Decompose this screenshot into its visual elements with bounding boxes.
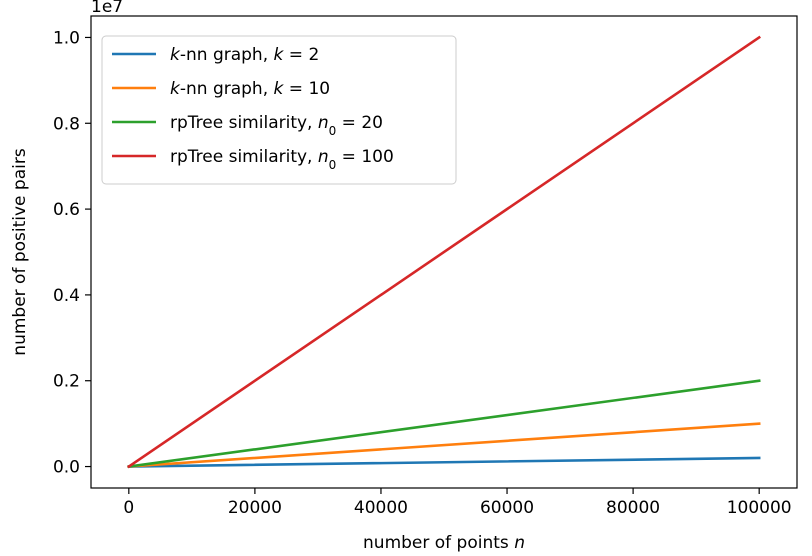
series-layer [127, 35, 761, 469]
series-line-2 [127, 422, 761, 468]
x-tick-label: 40000 [354, 498, 408, 518]
x-axis-label-variable: n [514, 533, 525, 553]
legend-entry-4: rpTree similarity, n0 = 100 [170, 147, 394, 172]
series-line-4 [127, 35, 761, 469]
legend: k-nn graph, k = 2 k-nn graph, k = 10 rpTre… [101, 35, 457, 185]
plot-frame [90, 15, 798, 489]
legend-entry-3: rpTree similarity, n0 = 20 [170, 113, 383, 138]
series-line-3 [127, 379, 761, 469]
x-tick-label: 20000 [228, 498, 282, 518]
y-tick-label: 1.0 [53, 28, 80, 48]
y-tick-label: 0.8 [53, 114, 80, 134]
legend-entry-1: k-nn graph, k = 2 [170, 45, 319, 65]
legend-box [101, 35, 457, 185]
y-tick-label: 0.4 [53, 286, 80, 306]
y-tick-label: 0.0 [53, 458, 80, 478]
x-axis-label: number of points n [363, 533, 525, 553]
y-axis-label: number of positive pairs [10, 148, 30, 356]
y-offset-label: 1e7 [91, 0, 123, 17]
x-tick-label: 0 [123, 498, 134, 518]
x-tick-label: 80000 [606, 498, 660, 518]
y-tick-label: 0.6 [53, 200, 80, 220]
series-line-1 [127, 456, 761, 468]
x-axis-label-main: number of points [363, 533, 514, 553]
x-tick-label: 100000 [727, 498, 792, 518]
y-axis: 0.0 0.2 0.4 0.6 0.8 1.0 [53, 28, 91, 478]
x-tick-label: 60000 [480, 498, 534, 518]
y-tick-label: 0.2 [53, 372, 80, 392]
legend-entry-2: k-nn graph, k = 10 [170, 79, 330, 99]
x-axis: 0 20000 40000 60000 80000 100000 [123, 488, 792, 518]
